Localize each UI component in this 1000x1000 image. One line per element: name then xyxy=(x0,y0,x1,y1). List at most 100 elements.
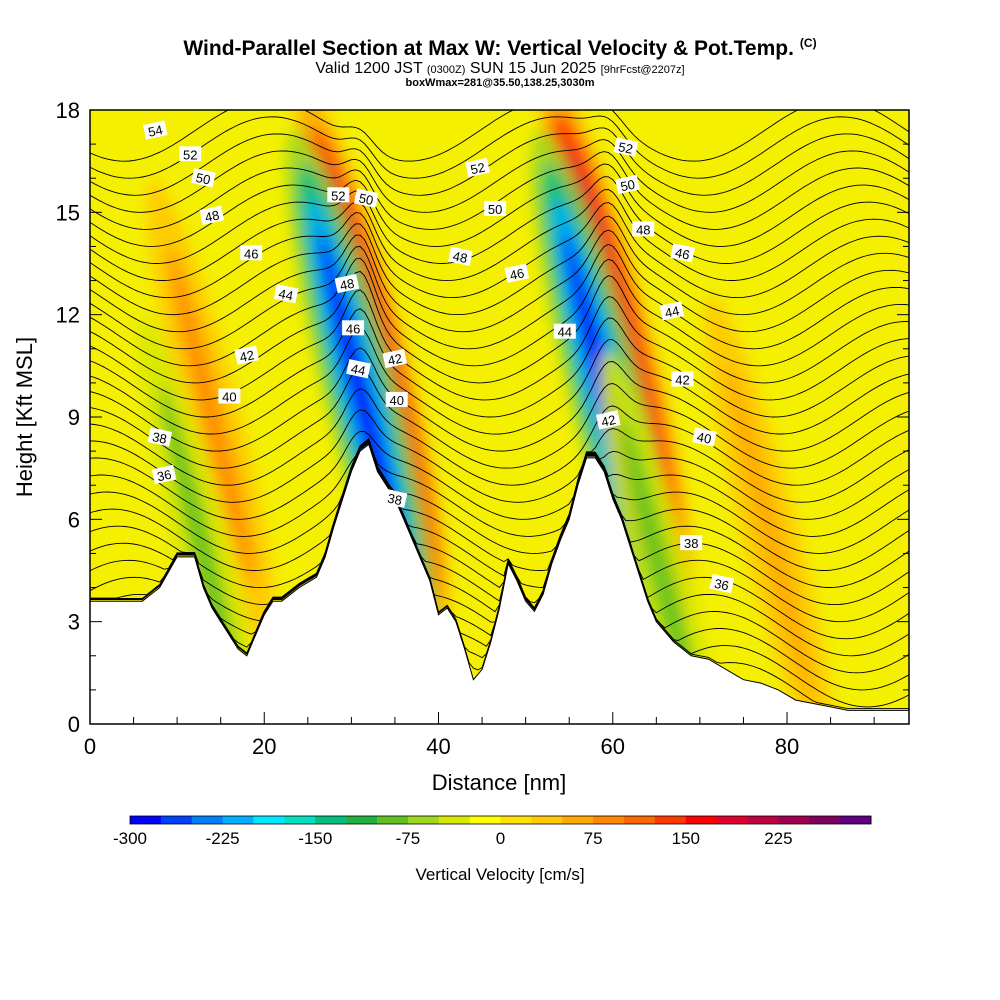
contour-label: 48 xyxy=(334,273,360,294)
chart-subtitle: Valid 1200 JST (0300Z) SUN 15 Jun 2025 [… xyxy=(0,60,1000,78)
contour-label-bg xyxy=(151,464,177,485)
colorbar-swatch xyxy=(716,816,749,824)
contour-label: 48 xyxy=(448,246,473,266)
contour-label-text: 38 xyxy=(151,429,168,447)
colorbar-frame xyxy=(129,815,872,825)
chart-title-text: Wind-Parallel Section at Max W: Vertical… xyxy=(183,37,794,60)
isentrope-line xyxy=(90,215,909,316)
contour-label-text: 44 xyxy=(277,286,294,304)
contour-label-text: 46 xyxy=(346,321,360,336)
contour-label-bg xyxy=(670,243,695,263)
colorbar-swatch xyxy=(809,816,841,824)
colorbar-tick-label: 0 xyxy=(496,829,505,848)
colorbar-swatch xyxy=(840,816,872,824)
y-tick-label: 18 xyxy=(56,98,80,123)
colorbar: -300 -225 -150 -75 0 75 150 225 xyxy=(113,815,872,848)
y-axis-label: Height [Kft MSL] xyxy=(12,337,37,497)
contour-label: 52 xyxy=(179,146,202,162)
isentrope-line xyxy=(90,327,909,435)
contour-label: 42 xyxy=(382,348,408,369)
contour-label-bg xyxy=(191,168,216,188)
updraft-core-3-1 xyxy=(725,363,814,703)
contour-label: 38 xyxy=(147,427,173,447)
isentrope-line xyxy=(90,257,909,367)
contour-label: 40 xyxy=(385,391,408,408)
contour-label-text: 50 xyxy=(357,190,374,208)
contour-label: 42 xyxy=(671,371,694,388)
contour-label: 44 xyxy=(273,284,299,304)
contour-label-bg xyxy=(709,573,735,594)
contour-label-text: 52 xyxy=(331,188,345,203)
chart-subtitle-box: boxWmax=281@35.50,138.25,3030m xyxy=(405,77,595,89)
contour-labels: 54 52 50 48 46 44 42 40 38 36 52 50 48 46 44 42 40 38 52 50… xyxy=(142,120,735,594)
contour-label-bg xyxy=(465,157,490,178)
colorbar-swatch xyxy=(469,816,502,824)
colorbar-swatch xyxy=(407,816,440,824)
contour-label-bg xyxy=(327,187,350,203)
contour-label-bg xyxy=(632,221,655,237)
isentrope-line xyxy=(90,202,909,299)
colorbar-tick-label: -150 xyxy=(298,829,332,848)
contour-label-bg xyxy=(671,371,694,387)
isentrope-line xyxy=(90,388,909,486)
colorbar-swatch xyxy=(222,816,255,824)
colorbar-swatch xyxy=(130,816,162,824)
colorbar-tick-label: -225 xyxy=(206,829,240,848)
contour-label-bg xyxy=(382,348,408,369)
colorbar-tick-label: 75 xyxy=(584,829,603,848)
isentrope-line xyxy=(90,347,909,452)
contour-label-text: 48 xyxy=(636,222,650,237)
colorbar-swatch xyxy=(624,816,656,824)
contour-label: 54 xyxy=(142,120,168,140)
colorbar-swatch xyxy=(315,816,347,824)
contour-label-bg xyxy=(553,323,576,339)
contour-label-text: 48 xyxy=(338,276,355,294)
contour-label: 46 xyxy=(342,320,365,336)
contour-label-bg xyxy=(142,120,168,140)
contour-label-bg xyxy=(680,535,703,551)
colorbar-swatch xyxy=(346,816,378,824)
contour-label: 42 xyxy=(595,410,621,430)
y-tick-label: 0 xyxy=(68,712,80,737)
colorbar-swatch xyxy=(500,816,532,824)
colorbar-tick-label: -300 xyxy=(113,829,147,848)
contour-label-text: 40 xyxy=(696,429,713,447)
isentrope-line xyxy=(90,139,909,213)
isentrope-line xyxy=(90,229,909,333)
colorbar-swatch xyxy=(562,816,594,824)
colorbar-tick-label: 150 xyxy=(672,829,700,848)
isentrope-line xyxy=(90,438,909,537)
y-tick-label: 12 xyxy=(56,303,80,328)
contour-label-text: 52 xyxy=(617,139,634,157)
contour-label-bg xyxy=(692,427,717,447)
contour-label-text: 40 xyxy=(222,390,236,405)
contour-label-bg xyxy=(342,320,365,336)
contour-label: 48 xyxy=(199,205,225,225)
contour-label-text: 42 xyxy=(238,347,255,365)
contour-label-text: 50 xyxy=(619,177,636,195)
isentrope-line xyxy=(90,127,909,196)
isentrope-lines xyxy=(90,110,909,710)
contour-label-text: 42 xyxy=(386,351,403,369)
y-tick-label: 15 xyxy=(56,200,80,225)
y-tick-label: 6 xyxy=(68,507,80,532)
contour-label-bg xyxy=(448,246,473,266)
isentrope-line xyxy=(90,409,909,503)
contour-label-bg xyxy=(240,245,263,261)
contour-label: 38 xyxy=(680,535,703,551)
contour-label-text: 42 xyxy=(600,412,617,430)
contour-label-bg xyxy=(385,391,408,407)
colorbar-tick-label: 225 xyxy=(764,829,792,848)
colorbar-swatch xyxy=(191,816,224,824)
colorbar-swatch xyxy=(160,816,193,824)
subtitle-valid: Valid 1200 JST xyxy=(315,60,423,77)
contour-label-bg xyxy=(484,200,507,216)
title-mark: (C) xyxy=(799,36,817,50)
colorbar-tick-label: -75 xyxy=(396,829,421,848)
contour-label: 36 xyxy=(709,573,735,594)
contour-label-text: 44 xyxy=(350,361,367,379)
isentrope-line xyxy=(90,151,909,230)
contour-label: 46 xyxy=(670,243,695,263)
